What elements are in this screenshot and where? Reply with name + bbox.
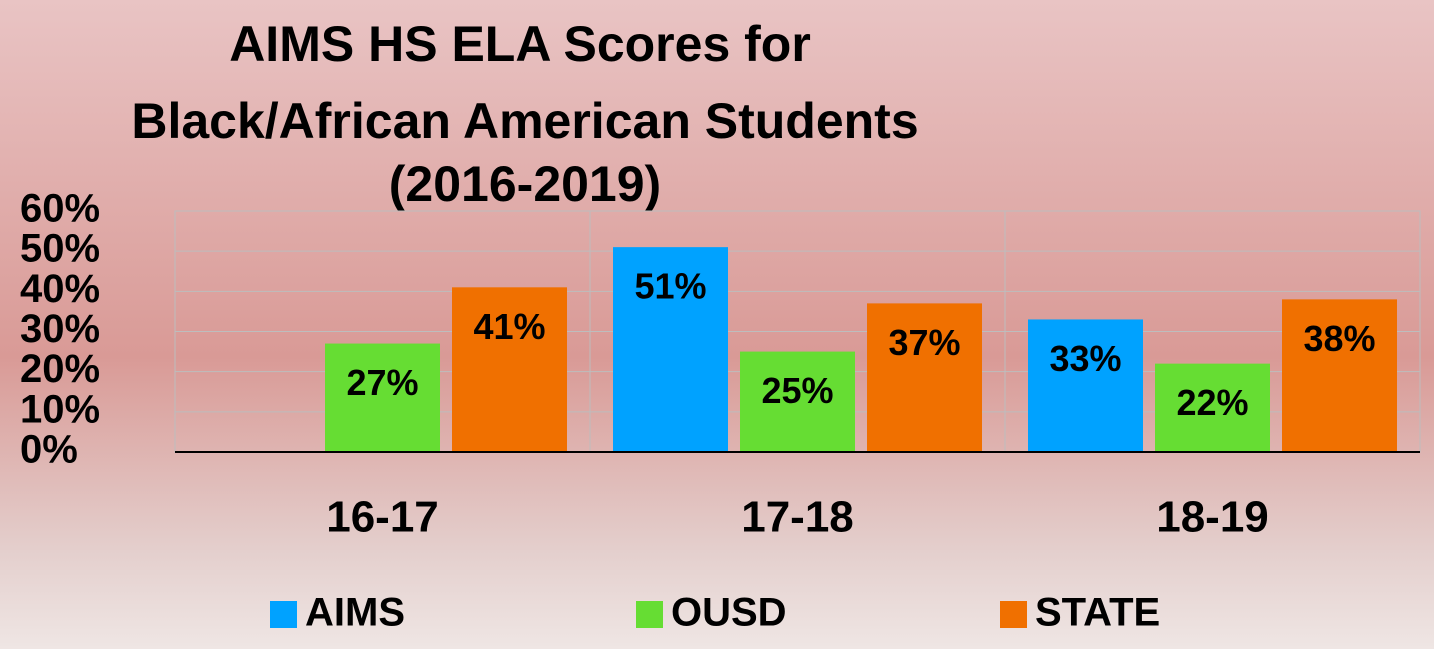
data-label: 33% [1049, 338, 1121, 379]
y-tick-label: 0% [20, 428, 78, 472]
legend-label: AIMS [305, 591, 405, 635]
data-label: 38% [1303, 318, 1375, 359]
y-tick-label: 10% [20, 387, 100, 431]
page: AIMS HS ELA Scores for Black/African Amer… [0, 0, 1434, 649]
legend-label: OUSD [671, 591, 787, 635]
chart-title: AIMS HS ELA Scores for [229, 16, 811, 72]
data-label: 25% [761, 370, 833, 411]
y-tick-label: 60% [20, 187, 100, 231]
data-label: 41% [473, 306, 545, 347]
x-tick-label: 16-17 [326, 493, 439, 542]
legend-label: STATE [1035, 591, 1160, 635]
chart: AIMS HS ELA Scores for Black/African Amer… [0, 0, 1434, 649]
chart-title: (2016-2019) [389, 156, 661, 212]
data-label: 22% [1176, 382, 1248, 423]
y-tick-label: 20% [20, 347, 100, 391]
legend-swatch [270, 601, 297, 628]
x-tick-label: 18-19 [1156, 493, 1269, 542]
y-tick-label: 30% [20, 307, 100, 351]
data-label: 37% [888, 322, 960, 363]
x-tick-label: 17-18 [741, 493, 854, 542]
data-label: 51% [634, 266, 706, 307]
legend-swatch [636, 601, 663, 628]
data-label: 27% [346, 362, 418, 403]
chart-title: Black/African American Students [131, 93, 918, 149]
y-tick-label: 40% [20, 267, 100, 311]
y-tick-label: 50% [20, 227, 100, 271]
legend-swatch [1000, 601, 1027, 628]
